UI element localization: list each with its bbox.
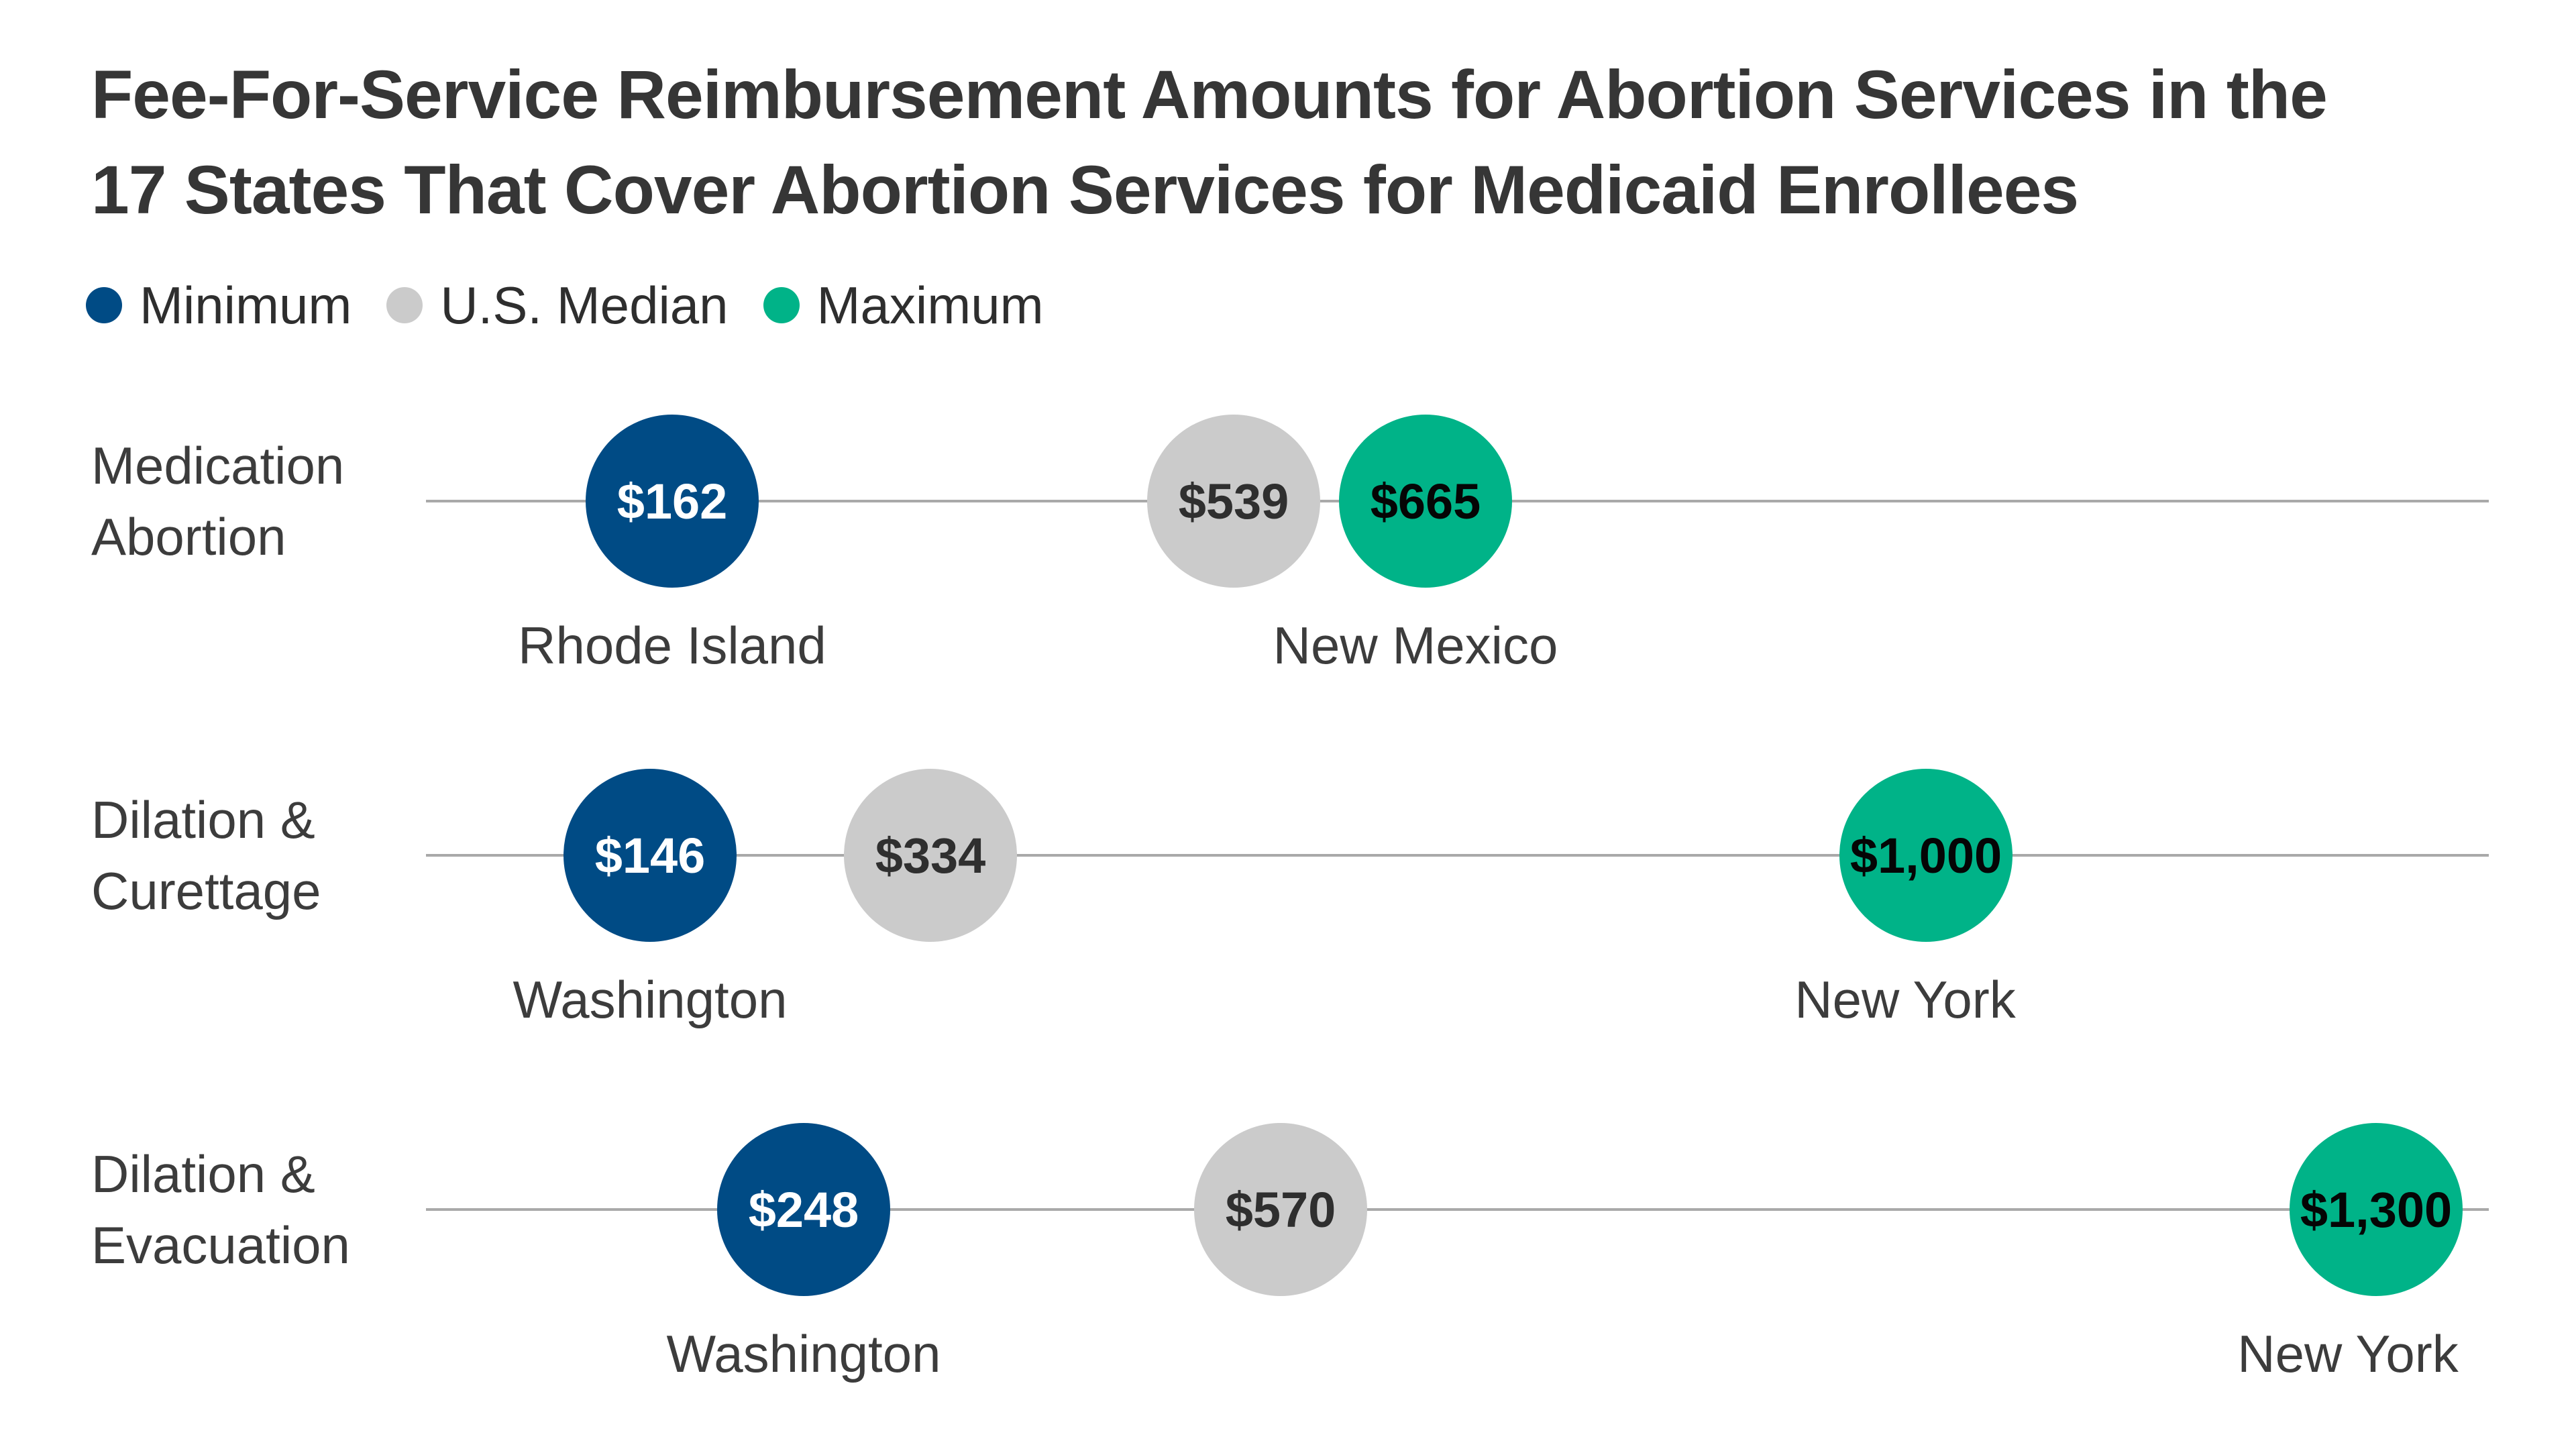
row-axis-line — [426, 854, 2489, 857]
min-value-circle: $146 — [564, 769, 737, 942]
legend-label-median: U.S. Median — [440, 275, 729, 335]
legend-item-minimum: Minimum — [86, 275, 352, 336]
min-value-circle: $248 — [717, 1123, 890, 1296]
legend-item-maximum: Maximum — [763, 275, 1044, 336]
chart-title-line1: Fee-For-Service Reimbursement Amounts fo… — [91, 56, 2328, 133]
state-label: New York — [2237, 1324, 2459, 1383]
state-label: New Mexico — [1273, 616, 1558, 675]
state-label: New York — [1794, 970, 2016, 1029]
state-label: Washington — [513, 970, 788, 1029]
row-category-label: Medication Abortion — [91, 436, 345, 566]
maximum-dot-icon — [763, 287, 800, 323]
chart-title-line2: 17 States That Cover Abortion Services f… — [91, 152, 2079, 228]
legend-label-maximum: Maximum — [816, 275, 1044, 335]
minimum-dot-icon — [86, 287, 122, 323]
median-value-circle: $570 — [1194, 1123, 1367, 1296]
row-category-label: Dilation & Curettage — [91, 790, 321, 920]
state-label: Rhode Island — [518, 616, 826, 675]
legend-item-median: U.S. Median — [386, 275, 729, 336]
legend-label-minimum: Minimum — [140, 275, 352, 335]
median-dot-icon — [386, 287, 423, 323]
median-value-circle: $539 — [1147, 415, 1320, 588]
max-value-circle: $665 — [1339, 415, 1512, 588]
state-label: Washington — [666, 1324, 941, 1383]
min-value-circle: $162 — [586, 415, 759, 588]
chart-title: Fee-For-Service Reimbursement Amounts fo… — [91, 47, 2328, 237]
max-value-circle: $1,300 — [2290, 1123, 2463, 1296]
median-value-circle: $334 — [844, 769, 1017, 942]
row-axis-line — [426, 1208, 2489, 1211]
row-category-label: Dilation & Evacuation — [91, 1144, 350, 1275]
legend: Minimum U.S. Median Maximum — [86, 268, 1079, 342]
max-value-circle: $1,000 — [1839, 769, 2012, 942]
